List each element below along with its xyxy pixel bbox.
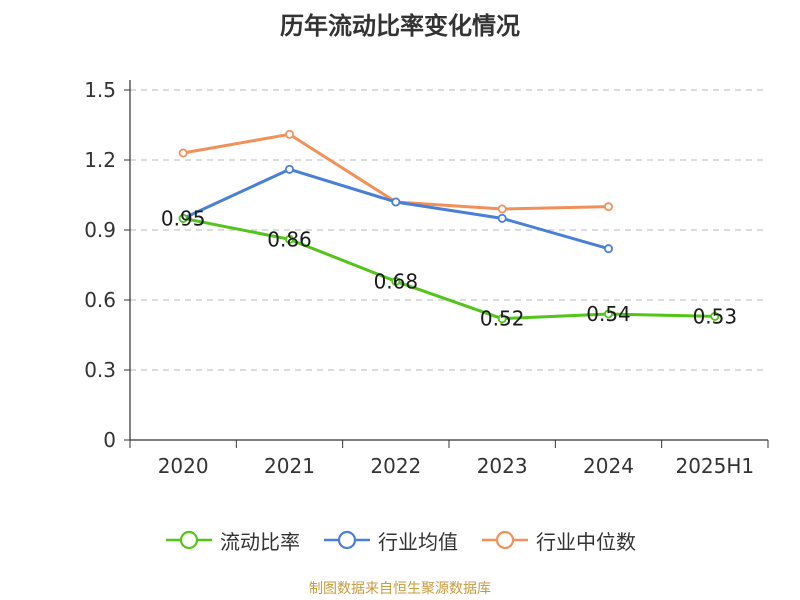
y-tick-label: 1.5 [84,78,116,102]
data-point [497,204,507,214]
data-label: 0.86 [267,227,312,251]
data-point [284,129,294,139]
data-label: 0.52 [480,307,525,331]
legend-item[interactable]: 行业均值 [322,526,458,555]
data-label: 0.53 [693,304,738,328]
data-point [391,276,401,286]
x-tick-label: 2024 [583,454,634,478]
data-point [604,309,614,319]
series-line [182,216,715,321]
legend-item[interactable]: 流动比率 [164,526,300,555]
legend-marker-icon [482,530,528,550]
series-lines [178,129,720,324]
y-tick-label: 0.9 [84,218,116,242]
legend-marker-icon [324,530,370,550]
legend-label: 行业中位数 [536,529,636,554]
source-note: 制图数据来自恒生聚源数据库 [309,581,491,597]
data-label: 0.95 [161,206,206,230]
data-point [710,311,720,321]
legend-label: 流动比率 [220,529,300,554]
axes: 0 0.3 0.6 0.9 1.2 1.5 2020 2021 2022 2023 2024 2025… [84,78,769,478]
data-point [604,202,614,212]
data-point [178,148,188,158]
x-tick-label: 2020 [158,454,209,478]
data-label: 0.68 [374,269,419,293]
chart-title: 历年流动比率变化情况 [280,12,520,40]
data-label: 0.54 [586,302,631,326]
legend-item[interactable]: 行业中位数 [480,526,636,555]
x-tick-label: 2022 [370,454,421,478]
gridlines [130,89,766,371]
x-tick-label: 2021 [264,454,315,478]
data-point [497,314,507,324]
x-tick-label: 2023 [477,454,528,478]
y-tick-label: 0.6 [84,288,116,312]
data-point [497,213,507,223]
legend-marker-icon [166,530,212,550]
y-tick-label: 0.3 [84,358,116,382]
data-point [604,244,614,254]
legend: 流动比率 行业均值 行业中位数 [0,520,800,560]
data-point [391,197,401,207]
data-point [284,164,294,174]
legend-label: 行业均值 [378,529,458,554]
data-point [178,213,188,223]
data-point [284,234,294,244]
data-labels: 0.95 0.86 0.68 0.52 0.54 0.53 [161,206,737,330]
y-tick-label: 1.2 [84,148,116,172]
y-tick-label: 0 [103,428,116,452]
x-tick-label: 2025H1 [675,454,754,478]
